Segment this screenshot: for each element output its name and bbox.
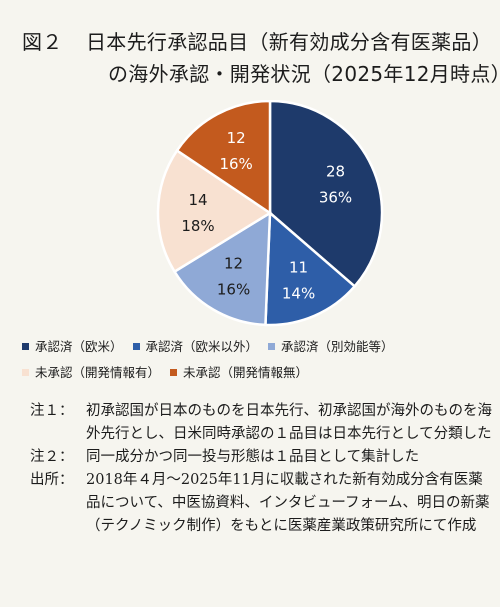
legend-item-3: 承認済（別効能等） <box>268 334 394 360</box>
pie-slice-2 <box>264 210 357 327</box>
slice-value-label-1: 28 <box>326 163 345 181</box>
legend-item-4: 未承認（開発情報有） <box>22 360 160 386</box>
title-line-2: の海外承認・開発状況（2025年12月時点） <box>108 62 500 86</box>
pie-slice-3 <box>172 210 272 327</box>
legend-item-5: 未承認（開発情報無） <box>170 360 308 386</box>
note-2: 注２： 同一成分かつ同一投与形態は１品目として集計した <box>30 446 495 469</box>
title-text-1: 日本先行承認品目（新有効成分含有医薬品） <box>86 30 492 54</box>
source-label: 出所： <box>30 472 74 488</box>
legend-label-1: 承認済（欧米） <box>35 339 123 354</box>
legend-marker-3 <box>268 343 276 350</box>
legend-marker-5 <box>170 369 178 376</box>
slice-percent-label-5: 16% <box>219 155 252 173</box>
slice-percent-label-3: 16% <box>217 281 250 299</box>
legend-label-2: 承認済（欧米以外） <box>145 339 259 354</box>
pie-slice-5 <box>175 100 272 216</box>
slice-percent-label-4: 18% <box>181 217 214 235</box>
notes-section: 注１： 初承認国が日本のものを日本先行、初承認国が海外のものを海外先行とし、日米… <box>30 400 495 538</box>
legend-marker-2 <box>132 343 140 350</box>
pie-slice-4 <box>156 148 273 274</box>
slice-percent-label-2: 14% <box>282 285 315 303</box>
source-note: 出所： 2018年４月～2025年11月に収載された新有効成分含有医薬品について… <box>30 469 495 538</box>
slice-value-label-5: 12 <box>227 129 246 147</box>
title-line-1: 図２ 日本先行承認品目（新有効成分含有医薬品） <box>22 26 492 58</box>
slice-value-label-4: 14 <box>188 191 207 209</box>
figure-title: 図２ 日本先行承認品目（新有効成分含有医薬品） の海外承認・開発状況（2025年1… <box>22 26 500 90</box>
note-2-text: 同一成分かつ同一投与形態は１品目として集計した <box>86 449 420 465</box>
legend-label-3: 承認済（別効能等） <box>281 339 394 354</box>
slice-percent-label-1: 36% <box>319 189 352 207</box>
legend-item-1: 承認済（欧米） <box>22 334 123 360</box>
note-1-text: 初承認国が日本のものを日本先行、初承認国が海外のものを海外先行とし、日米同時承認… <box>86 403 492 442</box>
note-2-label: 注２： <box>30 449 74 465</box>
pie-chart: 28 36% 11 14% 12 16% 14 18% 12 16% <box>156 100 384 327</box>
legend-item-2: 承認済（欧米以外） <box>132 334 259 360</box>
slice-value-label-3: 12 <box>224 255 243 273</box>
legend-marker-1 <box>22 343 29 350</box>
chart-legend: 承認済（欧米） 承認済（欧米以外） 承認済（別効能等） 未承認（開発情報有） 未承認（開… <box>22 334 492 386</box>
source-text: 2018年４月～2025年11月に収載された新有効成分含有医薬品について、中医協… <box>86 472 490 534</box>
note-1-label: 注１： <box>30 403 74 419</box>
note-1: 注１： 初承認国が日本のものを日本先行、初承認国が海外のものを海外先行とし、日米… <box>30 400 495 446</box>
legend-label-4: 未承認（開発情報有） <box>35 365 161 380</box>
legend-marker-4 <box>22 369 29 376</box>
pie-slice-1 <box>268 100 384 289</box>
slice-value-label-2: 11 <box>289 259 308 277</box>
figure-label: 図２ <box>22 30 63 54</box>
legend-label-5: 未承認（開発情報無） <box>183 365 309 380</box>
